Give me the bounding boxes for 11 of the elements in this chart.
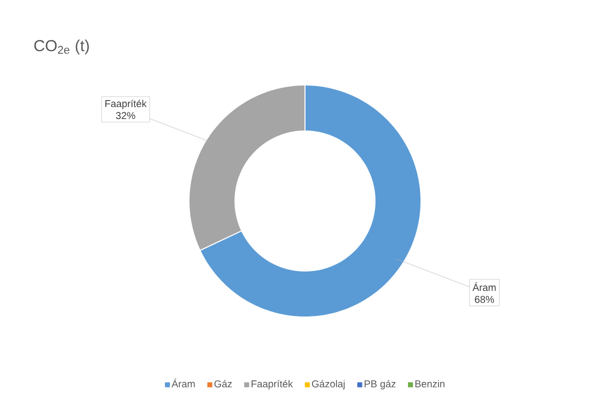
data-label: 32% bbox=[116, 112, 136, 120]
legend-label: Gáz bbox=[214, 380, 232, 388]
slice-label: Faapríték bbox=[105, 100, 147, 110]
legend-label: Gázolaj bbox=[312, 380, 345, 390]
legend-label: Faapríték bbox=[252, 380, 293, 390]
chart-title: CO$_{2e}$ (t) bbox=[34, 40, 89, 54]
legend-label: Benzin bbox=[415, 380, 444, 388]
legend-label: Áram bbox=[172, 378, 195, 388]
slice-label: Áram bbox=[472, 282, 496, 291]
legend-label: PB gáz bbox=[364, 380, 396, 390]
data-label: 68% bbox=[474, 296, 494, 303]
